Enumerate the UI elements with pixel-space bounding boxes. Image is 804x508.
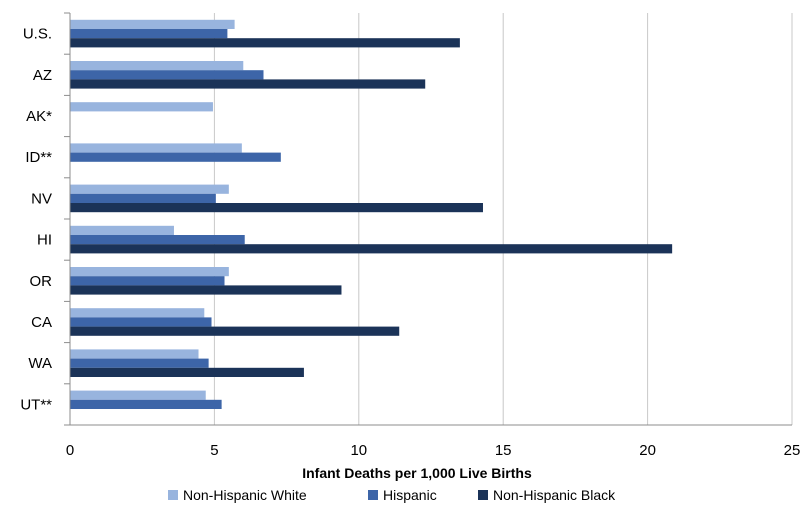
bar-AK-non-hispanic-white [70, 102, 213, 112]
y-category-label: HI [37, 232, 52, 249]
bar-NV-non-hispanic-black [70, 203, 483, 213]
y-category-label: U.S. [23, 26, 52, 43]
x-axis-title: Infant Deaths per 1,000 Live Births [302, 465, 532, 481]
bar-OR-non-hispanic-white [70, 267, 229, 277]
bar-CA-non-hispanic-black [70, 326, 400, 336]
bar-AZ-non-hispanic-white [70, 61, 244, 71]
legend-swatch-hispanic [368, 490, 378, 500]
legend-swatch-non-hispanic-white [168, 490, 178, 500]
bar-ID-non-hispanic-white [70, 143, 242, 153]
legend: Non-Hispanic White Hispanic Non-Hispanic B… [168, 487, 616, 503]
x-tick-label-20: 20 [639, 442, 656, 459]
legend-label-non-hispanic-black: Non-Hispanic Black [493, 487, 616, 503]
gridlines [213, 13, 793, 425]
x-tick-label-5: 5 [210, 442, 218, 459]
bar-WA-non-hispanic-black [70, 367, 304, 377]
bar-UT-hispanic [70, 399, 222, 409]
y-category-label: AK* [26, 108, 52, 125]
x-tick-label-15: 15 [495, 442, 512, 459]
bar-CA-non-hispanic-white [70, 308, 205, 318]
x-tick-label-0: 0 [66, 442, 74, 459]
bar-WA-non-hispanic-white [70, 349, 199, 359]
bar-AZ-hispanic [70, 70, 264, 80]
bar-ID-hispanic [70, 152, 281, 162]
labels: 0 5 10 15 20 25 U.S. AZ AK* ID** NV HI OR CA WA UT** [20, 26, 800, 459]
bar-AZ-non-hispanic-black [70, 79, 426, 89]
bars [70, 19, 673, 409]
bar-OR-non-hispanic-black [70, 285, 342, 295]
legend-label-non-hispanic-white: Non-Hispanic White [183, 487, 307, 503]
y-category-label: AZ [33, 67, 52, 84]
y-category-label: OR [30, 273, 53, 290]
y-category-label: ID** [25, 149, 52, 166]
legend-swatch-non-hispanic-black [478, 490, 488, 500]
bar-WA-hispanic [70, 358, 209, 368]
x-tick-label-10: 10 [350, 442, 367, 459]
bar-UT-non-hispanic-white [70, 390, 206, 400]
bar-US-non-hispanic-white [70, 19, 235, 29]
bar-HI-non-hispanic-white [70, 225, 174, 235]
bar-US-non-hispanic-black [70, 38, 460, 48]
bar-HI-non-hispanic-black [70, 244, 673, 254]
legend-label-hispanic: Hispanic [383, 487, 437, 503]
bar-HI-hispanic [70, 235, 245, 245]
bar-CA-hispanic [70, 317, 212, 327]
axes [64, 12, 792, 426]
y-category-label: UT** [20, 396, 52, 413]
bar-US-hispanic [70, 29, 228, 39]
y-category-label: CA [31, 314, 52, 331]
bar-NV-hispanic [70, 193, 216, 203]
y-category-label: WA [28, 355, 52, 372]
x-tick-label-25: 25 [784, 442, 801, 459]
bar-OR-hispanic [70, 276, 225, 286]
y-category-label: NV [31, 190, 52, 207]
bar-NV-non-hispanic-white [70, 184, 229, 194]
